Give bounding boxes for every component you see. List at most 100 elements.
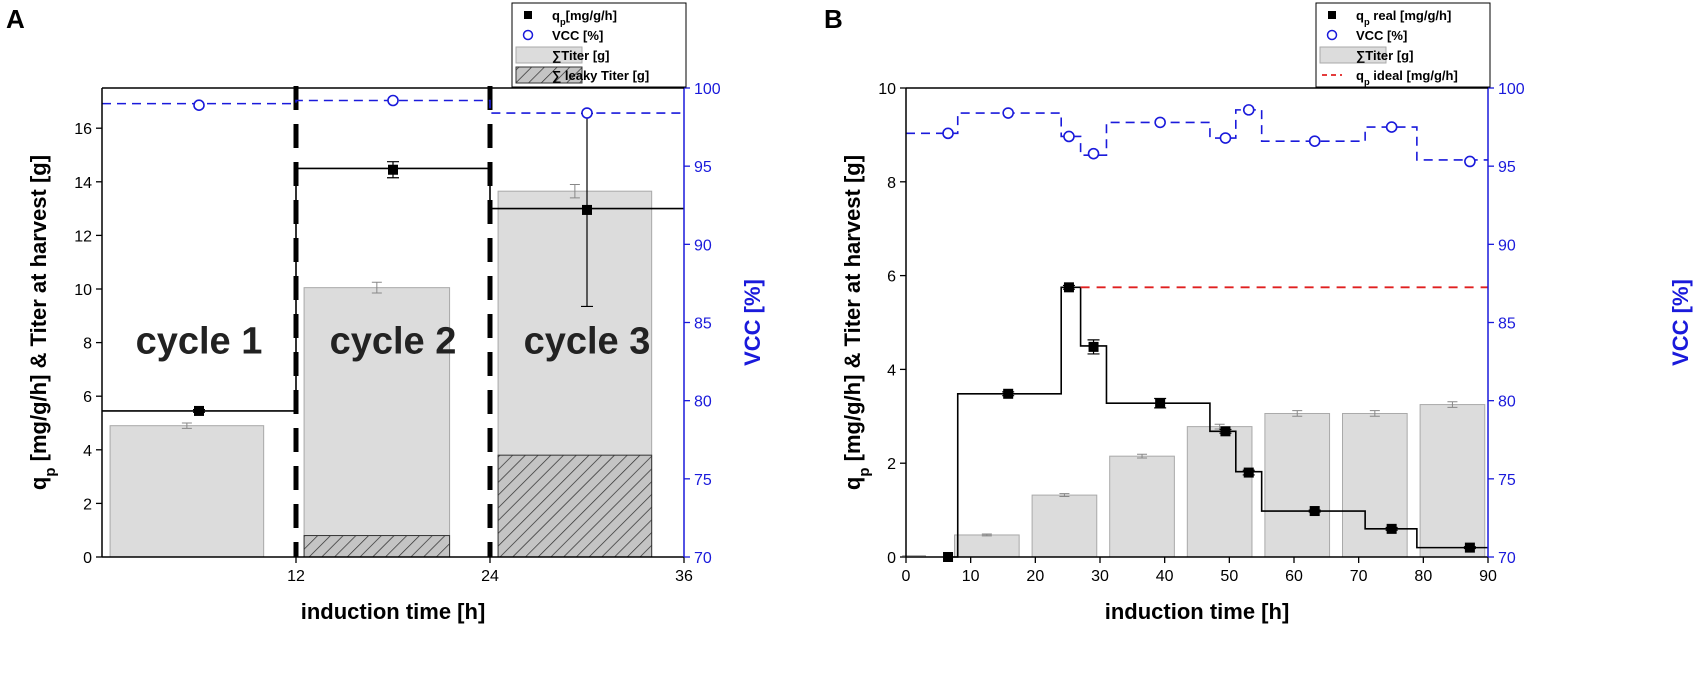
titer-error-a-0 (181, 422, 192, 429)
cycle-label-2: cycle 2 (330, 320, 457, 362)
y-tick-label-a-8: 16 (74, 121, 92, 138)
x-tick-label-b-8: 80 (1414, 568, 1432, 585)
qp-point-b-2 (1063, 282, 1074, 293)
qp-point-a-0 (194, 405, 204, 416)
qp-point-b-5 (1220, 426, 1231, 437)
y-tick-right-label-a-3: 85 (694, 316, 712, 333)
vcc-point-b-7 (1308, 135, 1321, 147)
titer-error-a-2 (569, 183, 580, 199)
vcc-point-a-0 (193, 99, 205, 111)
vcc-point-b-8 (1385, 121, 1398, 133)
y-tick-right-label-b-4: 90 (1498, 237, 1516, 254)
qp-point-b-6 (1243, 467, 1254, 478)
y-axis-label-left-a: qp [mg/g/h] & Titer at harvest [g] (26, 155, 59, 490)
legend-label-b-1: VCC [%] (1356, 28, 1407, 43)
leaky-titer-bar-a-1 (303, 535, 451, 558)
vcc-point-b-4 (1154, 116, 1166, 129)
legend-swatch-b-1 (1326, 29, 1338, 41)
qp-point-b-8 (1386, 523, 1397, 534)
legend-swatch-a-1 (522, 29, 534, 41)
cycle-label-1: cycle 1 (136, 320, 263, 362)
titer-error-b-6 (1369, 410, 1380, 417)
y-axis-label-right-b: VCC [%] (1668, 279, 1693, 366)
y-tick-right-label-a-2: 80 (694, 394, 712, 411)
legend-swatch-b-2 (1319, 46, 1387, 64)
y-tick-label-a-2: 4 (83, 443, 92, 460)
y-tick-label-b-5: 10 (878, 81, 896, 98)
qp-point-b-1 (1003, 388, 1014, 399)
panel-b: B 0 10 20 30 40 50 60 70 80 90 0 2 4 6 8 10 70 75 80 85 90 95 1… (824, 2, 1693, 624)
titer-bar-b-4 (1186, 426, 1253, 558)
titer-bar-b-5 (1264, 412, 1331, 558)
y-tick-right-label-a-4: 90 (694, 237, 712, 254)
titer-error-b-3 (1137, 453, 1148, 459)
titer-error-b-5 (1292, 410, 1303, 417)
qp-point-b-9 (1464, 542, 1475, 553)
panel-label-b: B (824, 4, 843, 34)
titer-error-b-2 (1059, 493, 1070, 497)
x-tick-label-b-7: 70 (1350, 568, 1368, 585)
x-tick-label-b-4: 40 (1156, 568, 1174, 585)
vcc-point-b-9 (1464, 155, 1476, 168)
y-tick-label-a-6: 12 (74, 228, 92, 245)
legend-swatch-a-2 (515, 46, 583, 64)
x-tick-label-b-0: 0 (902, 568, 911, 585)
vcc-point-b-1 (1002, 107, 1014, 119)
y-tick-label-b-1: 2 (887, 456, 896, 473)
vcc-point-b-2 (1063, 130, 1075, 143)
qp-point-a-1 (388, 164, 398, 175)
y-tick-label-a-0: 0 (83, 550, 92, 567)
titer-error-a-1 (371, 281, 382, 294)
y-tick-label-b-4: 8 (887, 175, 896, 192)
x-tick-label-b-9: 90 (1479, 568, 1497, 585)
legend-label-b-0: qp real [mg/g/h] (1356, 8, 1451, 27)
qp-point-b-3 (1088, 341, 1099, 352)
y-tick-right-label-a-1: 75 (694, 472, 712, 489)
y-tick-label-b-3: 6 (887, 269, 896, 286)
titer-bar-b-6 (1342, 412, 1408, 558)
x-axis-label-b: induction time [h] (1105, 599, 1290, 624)
leaky-titer-bar-a-2 (497, 454, 653, 558)
legend-label-a-2: ∑Titer [g] (552, 48, 609, 63)
cycle-label-3: cycle 3 (524, 320, 651, 362)
x-tick-label-b-6: 60 (1285, 568, 1303, 585)
legend-box-b (1315, 2, 1491, 88)
titer-bar-a-0 (109, 425, 265, 558)
x-tick-label-b-1: 10 (962, 568, 980, 585)
vcc-point-a-2 (581, 107, 593, 119)
legend-label-b-2: ∑Titer [g] (1356, 48, 1413, 63)
y-tick-right-label-a-0: 70 (694, 550, 712, 567)
titer-bar-b-7 (1419, 404, 1486, 558)
y-tick-right-label-b-1: 75 (1498, 472, 1516, 489)
legend-label-b-3: qp ideal [mg/g/h] (1356, 68, 1458, 87)
y-tick-right-label-a-6: 100 (694, 81, 721, 98)
y-axis-label-right-a: VCC [%] (740, 279, 765, 366)
y-tick-label-a-7: 14 (74, 175, 92, 192)
y-tick-right-label-b-2: 80 (1498, 394, 1516, 411)
vcc-point-b-6 (1242, 104, 1255, 116)
y-tick-label-b-2: 4 (887, 362, 896, 379)
qp-step-line-b (951, 286, 1488, 558)
y-tick-right-label-b-0: 70 (1498, 550, 1516, 567)
y-tick-label-a-1: 2 (83, 496, 92, 513)
qp-point-b-4 (1155, 398, 1166, 409)
legend-label-a-1: VCC [%] (552, 28, 603, 43)
qp-point-b-7 (1309, 506, 1320, 517)
vcc-point-a-1 (387, 94, 399, 107)
legend-swatch-a-3 (515, 66, 583, 84)
y-axis-label-left-b: qp [mg/g/h] & Titer at harvest [g] (840, 155, 873, 490)
y-tick-right-label-b-6: 100 (1498, 81, 1525, 98)
vcc-step-line-b (906, 109, 1488, 161)
y-tick-label-a-4: 8 (83, 336, 92, 353)
y-tick-right-label-a-5: 95 (694, 159, 712, 176)
y-tick-right-label-b-3: 85 (1498, 316, 1516, 333)
vcc-point-b-0 (942, 127, 954, 140)
x-tick-label-a-2: 36 (675, 568, 693, 585)
titer-bar-b-3 (1109, 455, 1175, 558)
x-tick-label-b-5: 50 (1220, 568, 1238, 585)
titer-error-b-1 (981, 533, 992, 537)
x-tick-label-b-2: 20 (1026, 568, 1044, 585)
y-tick-label-a-5: 10 (74, 282, 92, 299)
